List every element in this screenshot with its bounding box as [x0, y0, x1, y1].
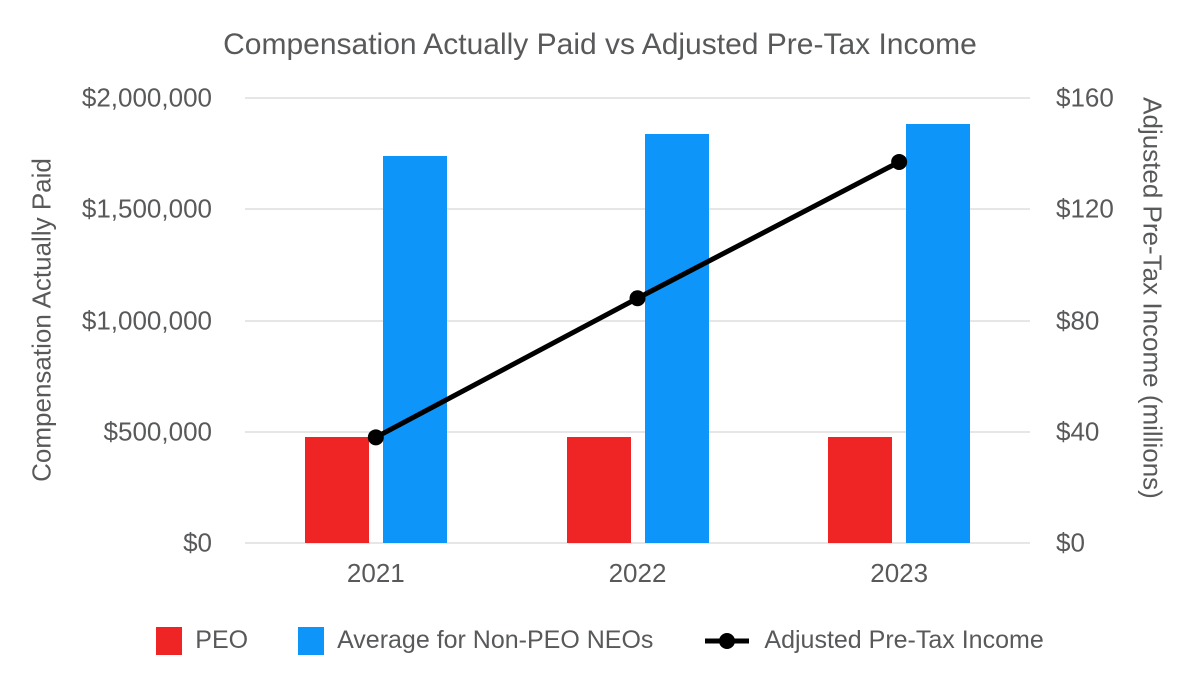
- legend-label-peo: PEO: [195, 626, 249, 654]
- gridline: [245, 319, 1030, 322]
- bar-neo-2021: [382, 155, 447, 543]
- left-tick-label: $1,500,000: [81, 193, 212, 224]
- right-tick-label: $80: [1056, 305, 1100, 335]
- gridline: [245, 542, 1030, 544]
- line-point-2022: [629, 290, 646, 307]
- legend-item-line: Adjusted Pre-Tax Income: [703, 626, 1044, 655]
- plot-area: [245, 97, 1030, 544]
- line-marker-icon: [705, 632, 750, 649]
- line-point-2023: [891, 153, 908, 170]
- line-point-2021: [367, 429, 384, 446]
- legend-item-neo: Average for Non-PEO NEOs: [298, 626, 653, 655]
- left-tick-label: $0: [183, 527, 212, 558]
- left-tick-label: $1,000,000: [81, 305, 212, 335]
- bar-peo-2023: [828, 436, 893, 543]
- legend-label-line: Adjusted Pre-Tax Income: [764, 626, 1044, 654]
- bar-neo-2023: [906, 123, 971, 543]
- right-tick-label: $160: [1056, 82, 1114, 113]
- line-series: [367, 153, 908, 446]
- gridline: [245, 430, 1030, 433]
- neo-swatch-icon: [298, 626, 325, 655]
- legend: PEO Average for Non-PEO NEOs Adjusted Pr…: [0, 626, 1200, 655]
- peo-swatch-icon: [156, 626, 183, 655]
- bar-neo-2022: [644, 133, 709, 543]
- x-axis-label-2023: 2023: [870, 558, 929, 588]
- x-axis-label-2022: 2022: [608, 558, 667, 588]
- gridline: [245, 97, 1030, 99]
- left-tick-label: $2,000,000: [81, 82, 212, 113]
- chart-title: Compensation Actually Paid vs Adjusted P…: [223, 28, 977, 61]
- bar-peo-2021: [304, 436, 369, 543]
- left-tick-label: $500,000: [103, 416, 212, 447]
- right-axis-title: Adjusted Pre-Tax Income (millions): [1137, 97, 1168, 499]
- right-tick-label: $0: [1056, 527, 1085, 558]
- right-tick-label: $40: [1056, 416, 1100, 447]
- gridline: [245, 208, 1030, 211]
- legend-item-peo: PEO: [156, 626, 248, 655]
- bar-peo-2022: [566, 436, 631, 543]
- legend-label-neo: Average for Non-PEO NEOs: [337, 626, 654, 654]
- x-axis-label-2021: 2021: [346, 558, 405, 588]
- right-tick-label: $120: [1056, 193, 1114, 224]
